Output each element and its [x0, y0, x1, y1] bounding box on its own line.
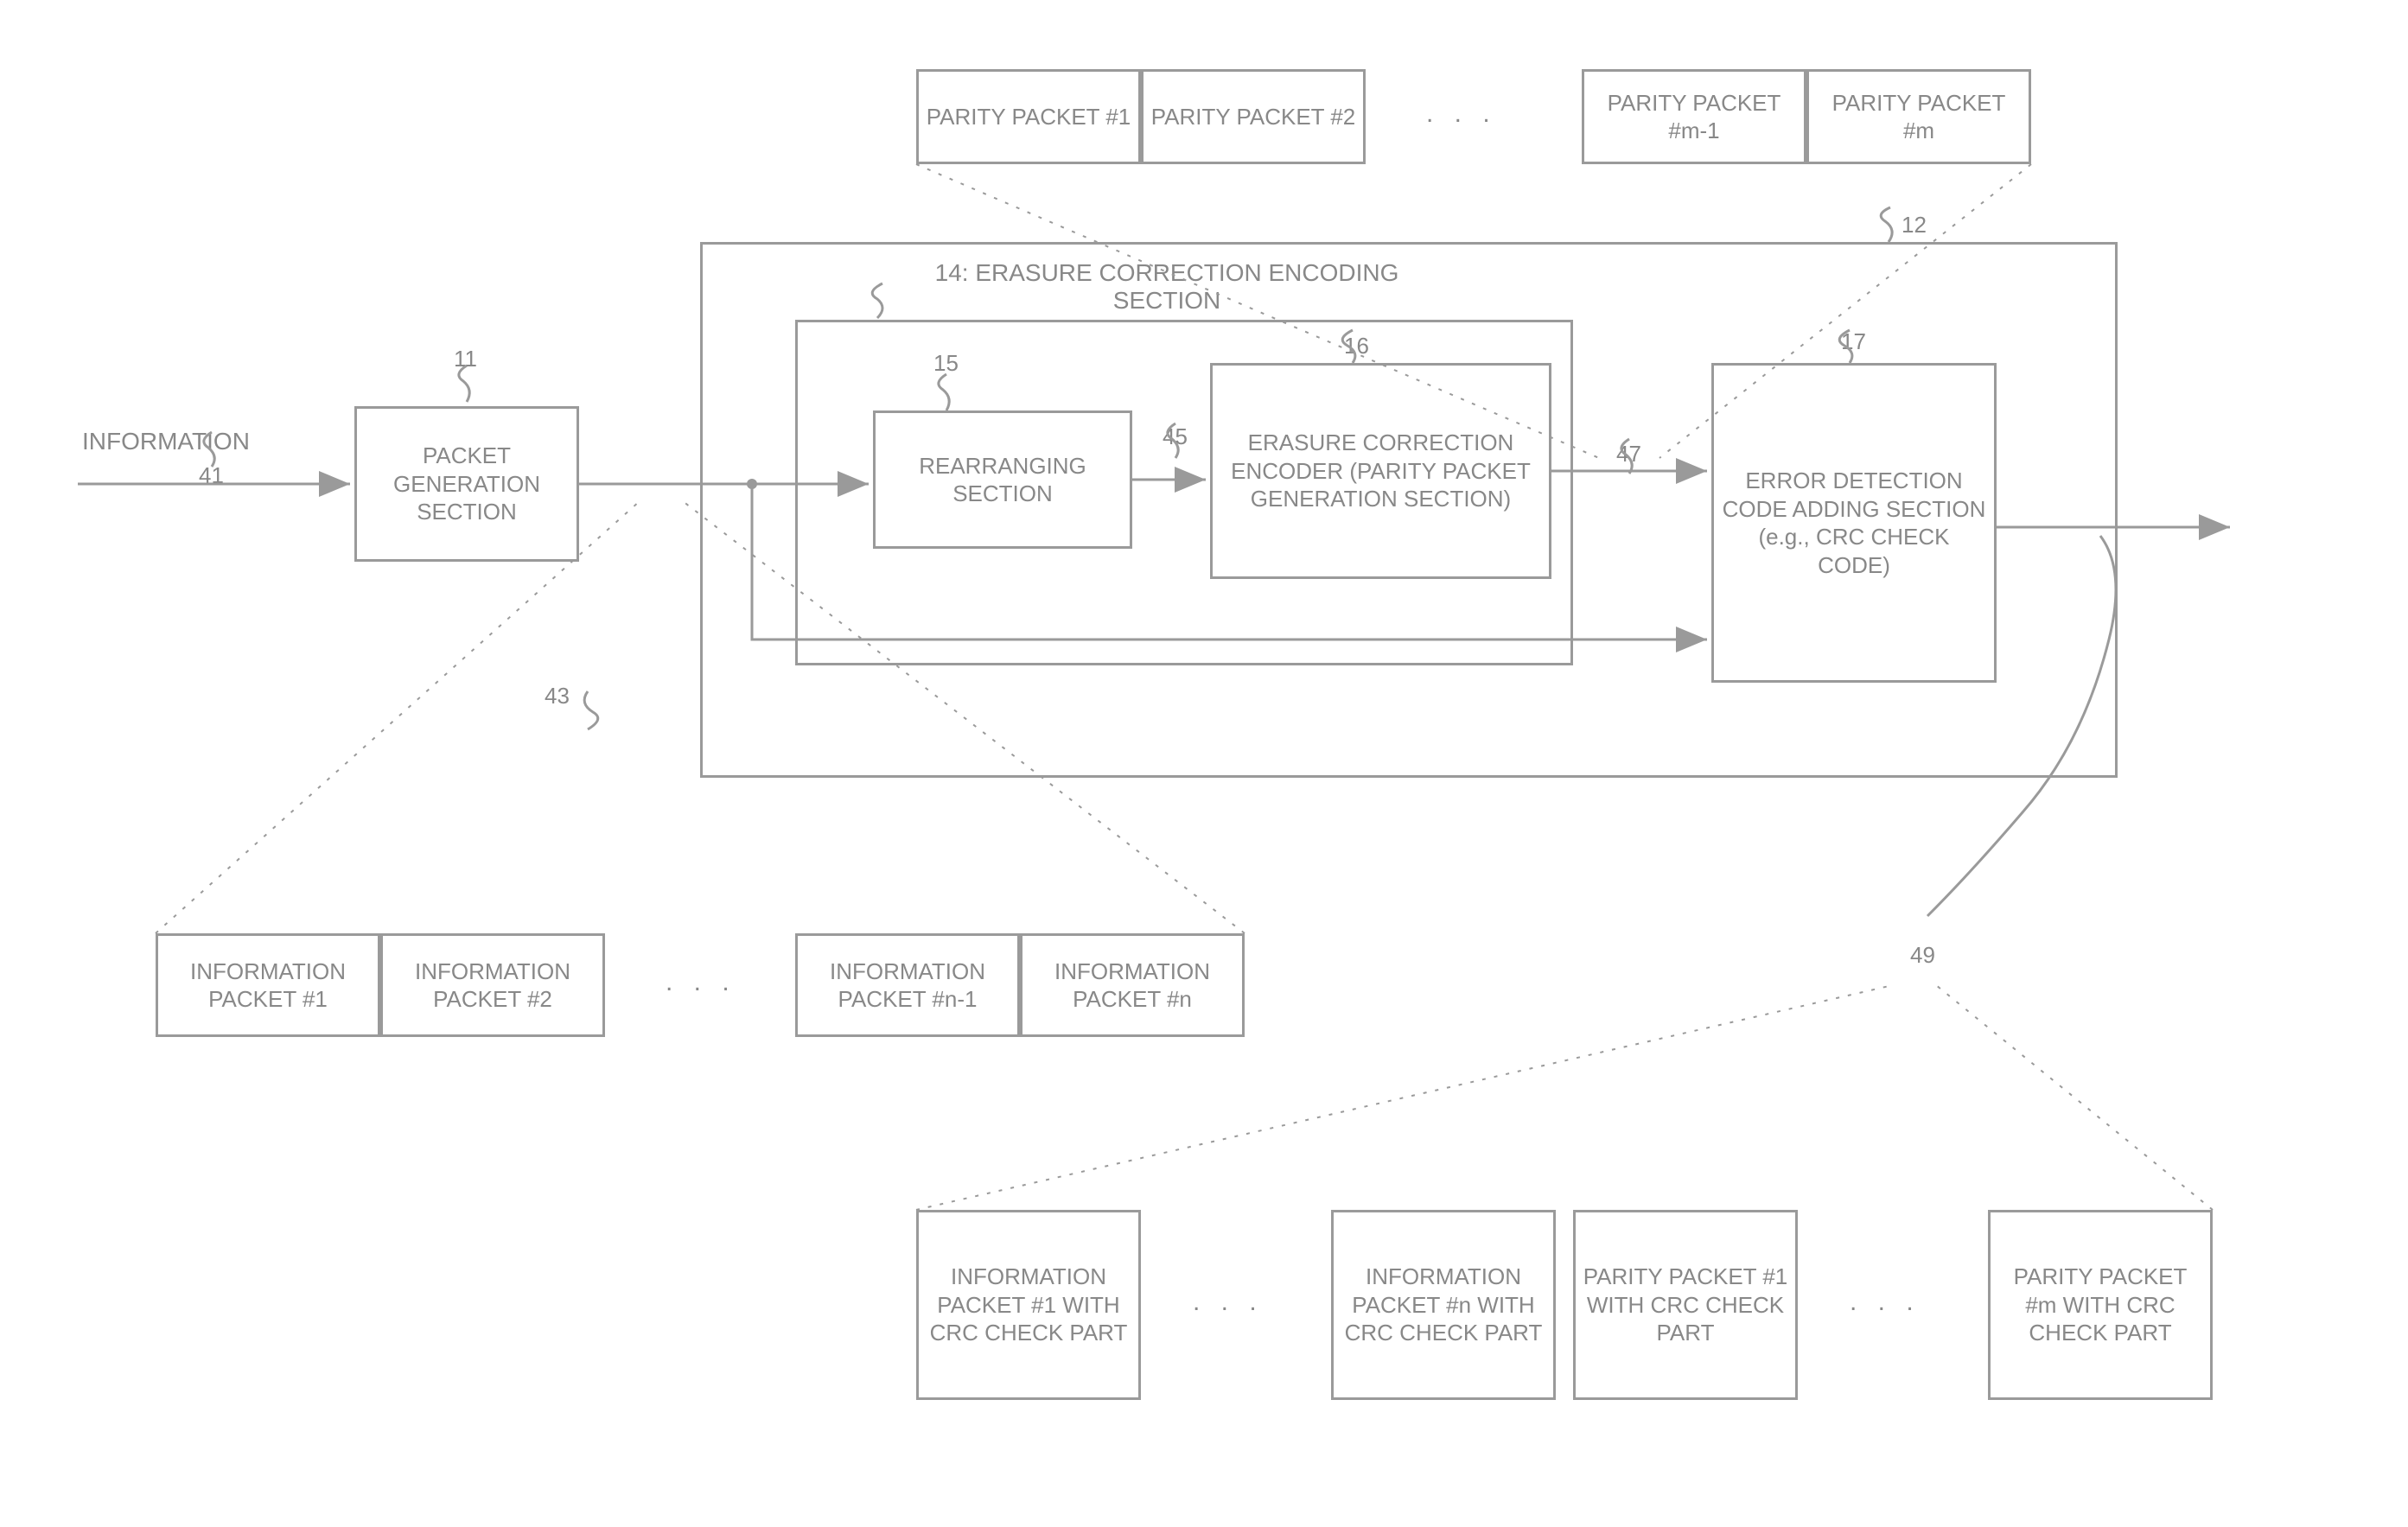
parity-packet-m1-label: PARITY PACKET #m-1	[1589, 89, 1799, 145]
ref-41: 41	[199, 462, 224, 489]
parity-packet-2-label: PARITY PACKET #2	[1151, 103, 1356, 131]
info-packet-n1-label: INFORMATION PACKET #n-1	[803, 958, 1012, 1014]
info-ellipsis: . . .	[666, 968, 736, 997]
ref-16: 16	[1344, 333, 1369, 359]
info-packet-1: INFORMATION PACKET #1	[156, 933, 380, 1037]
ref-12: 12	[1902, 212, 1927, 239]
parity-packet-m: PARITY PACKET #m	[1806, 69, 2031, 164]
ref-11: 11	[454, 346, 477, 372]
error-detection-block: ERROR DETECTION CODE ADDING SECTION (e.g…	[1711, 363, 1997, 683]
packet-generation-label: PACKET GENERATION SECTION	[362, 442, 571, 526]
ref-15: 15	[933, 350, 959, 377]
out-info-n: INFORMATION PACKET #n WITH CRC CHECK PAR…	[1331, 1210, 1556, 1400]
parity-packet-1: PARITY PACKET #1	[916, 69, 1141, 164]
out-ellipsis-2: . . .	[1850, 1288, 1921, 1317]
out-info-1-label: INFORMATION PACKET #1 WITH CRC CHECK PAR…	[924, 1263, 1133, 1347]
info-packet-1-label: INFORMATION PACKET #1	[163, 958, 373, 1014]
rearranging-label: REARRANGING SECTION	[881, 452, 1124, 508]
parity-packet-2: PARITY PACKET #2	[1141, 69, 1366, 164]
erasure-encoder-block: ERASURE CORRECTION ENCODER (PARITY PACKE…	[1210, 363, 1551, 579]
info-packet-n1: INFORMATION PACKET #n-1	[795, 933, 1020, 1037]
erasure-section-title: 14: ERASURE CORRECTION ENCODING SECTION	[890, 259, 1443, 315]
out-parity-m: PARITY PACKET #m WITH CRC CHECK PART	[1988, 1210, 2213, 1400]
parity-ellipsis: . . .	[1426, 99, 1497, 129]
info-packet-n-label: INFORMATION PACKET #n	[1028, 958, 1237, 1014]
out-parity-1: PARITY PACKET #1 WITH CRC CHECK PART	[1573, 1210, 1798, 1400]
info-packet-2-label: INFORMATION PACKET #2	[388, 958, 597, 1014]
info-packet-2: INFORMATION PACKET #2	[380, 933, 605, 1037]
ref-17: 17	[1841, 328, 1866, 355]
parity-packet-m-label: PARITY PACKET #m	[1814, 89, 2023, 145]
rearranging-block: REARRANGING SECTION	[873, 410, 1132, 549]
ref-43: 43	[545, 683, 570, 709]
out-parity-m-label: PARITY PACKET #m WITH CRC CHECK PART	[1996, 1263, 2205, 1347]
information-input-label: INFORMATION	[82, 428, 250, 455]
out-parity-1-label: PARITY PACKET #1 WITH CRC CHECK PART	[1581, 1263, 1790, 1347]
packet-generation-block: PACKET GENERATION SECTION	[354, 406, 579, 562]
parity-packet-m1: PARITY PACKET #m-1	[1582, 69, 1806, 164]
ref-49: 49	[1910, 942, 1935, 969]
error-detection-label: ERROR DETECTION CODE ADDING SECTION (e.g…	[1719, 467, 1989, 579]
ref-47: 47	[1616, 441, 1641, 468]
out-info-1: INFORMATION PACKET #1 WITH CRC CHECK PAR…	[916, 1210, 1141, 1400]
erasure-encoder-label: ERASURE CORRECTION ENCODER (PARITY PACKE…	[1218, 429, 1544, 513]
parity-packet-1-label: PARITY PACKET #1	[927, 103, 1131, 131]
out-ellipsis-1: . . .	[1193, 1288, 1264, 1317]
info-packet-n: INFORMATION PACKET #n	[1020, 933, 1245, 1037]
ref-45: 45	[1163, 423, 1188, 450]
out-info-n-label: INFORMATION PACKET #n WITH CRC CHECK PAR…	[1339, 1263, 1548, 1347]
